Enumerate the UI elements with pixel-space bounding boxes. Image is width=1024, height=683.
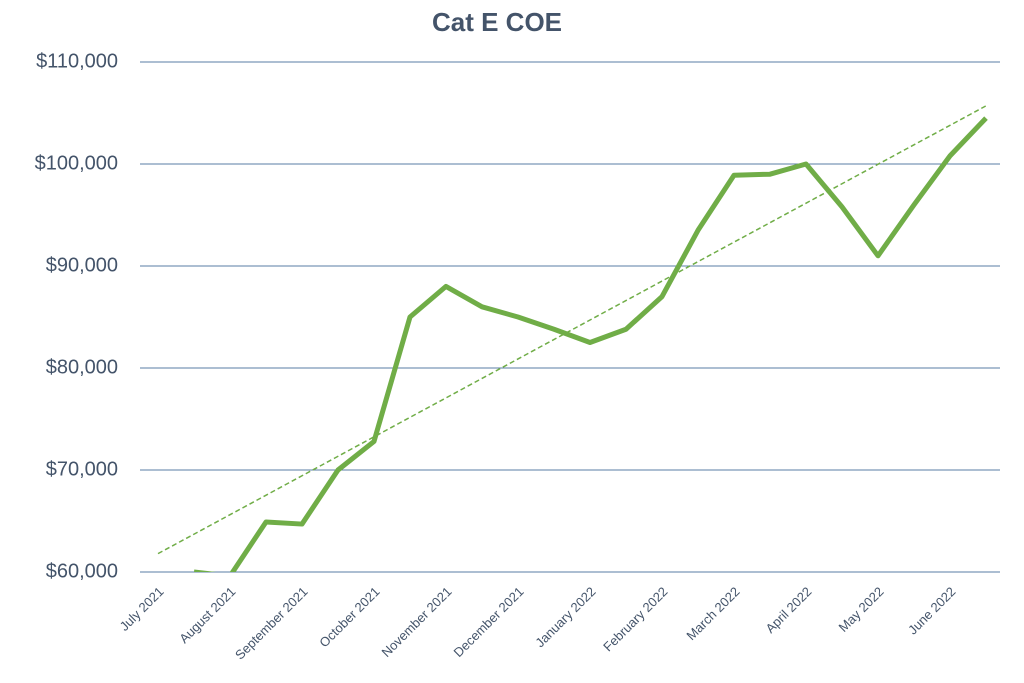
y-tick-label: $110,000: [36, 50, 118, 72]
x-tick-label: June 2022: [905, 584, 959, 638]
x-tick-label: September 2021: [232, 584, 311, 663]
x-tick-label: October 2021: [316, 584, 382, 650]
x-tick-label: July 2021: [117, 584, 167, 634]
x-tick-label: January 2022: [532, 584, 598, 650]
trendline: [157, 105, 987, 555]
y-tick-label: $100,000: [35, 152, 118, 174]
y-tick-label: $80,000: [46, 356, 118, 378]
plot-area: [157, 105, 988, 572]
chart-title: Cat E COE: [432, 7, 562, 37]
x-tick-label: May 2022: [836, 584, 887, 635]
x-tick-label: April 2022: [763, 584, 815, 636]
y-tick-label: $90,000: [46, 254, 118, 276]
x-tick-label: November 2021: [379, 584, 455, 660]
y-tick-label: $60,000: [46, 560, 118, 582]
x-tick-label: December 2021: [451, 584, 527, 660]
x-tick-label: February 2022: [600, 584, 670, 654]
x-tick-label: March 2022: [683, 584, 742, 643]
y-tick-label: $70,000: [46, 458, 118, 480]
data-line: [194, 116, 988, 572]
x-tick-label: August 2021: [176, 584, 238, 646]
